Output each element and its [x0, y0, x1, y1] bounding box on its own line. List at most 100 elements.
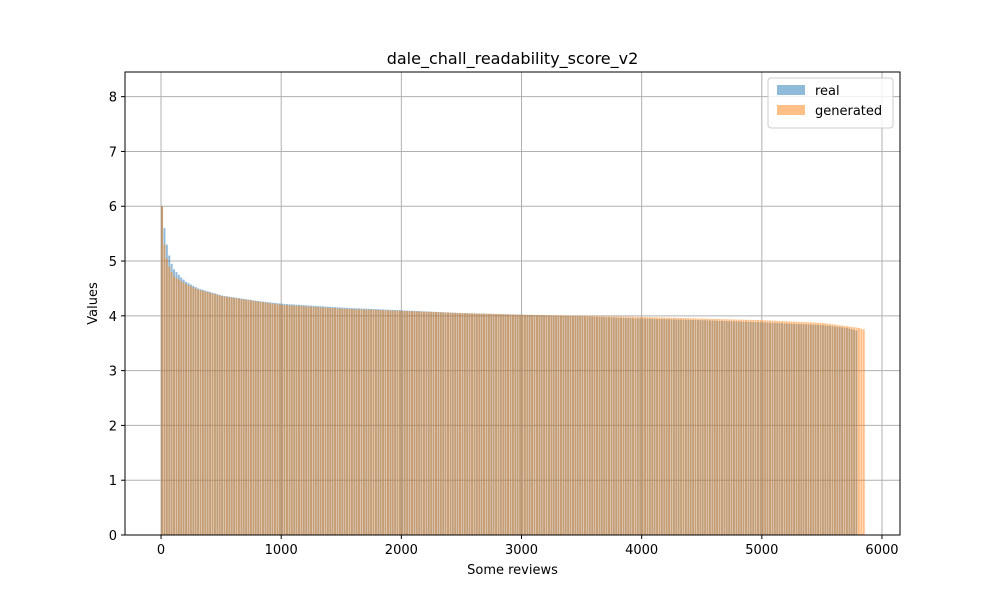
bar-generated	[848, 326, 851, 535]
bar-generated	[456, 312, 459, 535]
bar-generated	[759, 320, 762, 535]
bar-generated	[819, 322, 822, 535]
bar-generated	[569, 315, 572, 535]
bar-generated	[211, 293, 214, 535]
bar-generated	[564, 315, 567, 535]
bar-generated	[684, 318, 687, 535]
bar-generated	[478, 313, 481, 535]
bar-generated	[737, 319, 740, 535]
bar-generated	[487, 313, 490, 535]
bar-generated	[317, 307, 320, 535]
bar-generated	[401, 310, 404, 535]
bar-generated	[845, 326, 848, 535]
x-tick-label: 0	[157, 543, 165, 558]
bar-generated	[793, 321, 796, 535]
bar-generated	[329, 307, 332, 535]
bar-generated	[223, 296, 226, 535]
bar-generated	[612, 316, 615, 535]
bar-generated	[783, 321, 786, 535]
bar-generated	[732, 319, 735, 535]
bar-generated	[396, 310, 399, 535]
y-tick-label: 6	[109, 200, 117, 215]
bar-generated	[235, 298, 238, 535]
bar-generated	[757, 320, 759, 535]
bar-generated	[348, 308, 351, 535]
bar-generated	[761, 320, 764, 535]
bar-generated	[677, 317, 680, 535]
bar-generated	[608, 316, 610, 535]
bar-generated	[310, 306, 313, 535]
bar-generated	[648, 317, 651, 535]
bar-generated	[833, 324, 836, 535]
bar-generated	[639, 316, 642, 535]
bar-generated	[696, 318, 699, 535]
bar-generated	[499, 314, 502, 535]
bar-generated	[689, 318, 692, 535]
bar-generated	[449, 312, 452, 535]
bar-generated	[581, 315, 584, 535]
bar-generated	[319, 307, 322, 535]
bar-generated	[475, 313, 478, 535]
bar-generated	[187, 285, 190, 535]
bar-generated	[747, 319, 750, 535]
bar-generated	[797, 321, 800, 535]
bar-generated	[620, 316, 623, 535]
y-tick-label: 1	[109, 474, 117, 489]
bar-generated	[302, 306, 305, 535]
bar-generated	[425, 311, 428, 535]
bar-generated	[355, 309, 358, 535]
bar-generated	[209, 292, 212, 535]
bar-generated	[629, 316, 632, 535]
bar-generated	[586, 315, 589, 535]
bar-generated	[665, 317, 668, 535]
legend-label-real: real	[815, 84, 840, 99]
bar-generated	[230, 297, 233, 535]
ticks-layer: 0 1000 2000 3000 4000 5000 6000 0 1 2 3 4 5 6 7 8	[109, 91, 899, 558]
y-tick-label: 7	[109, 145, 117, 160]
chart-title: dale_chall_readability_score_v2	[387, 49, 639, 69]
bar-generated	[432, 312, 435, 535]
bar-generated	[853, 327, 856, 535]
x-tick-label: 3000	[505, 543, 538, 558]
bar-generated	[228, 297, 231, 535]
legend-swatch-generated	[777, 105, 805, 115]
bar-generated	[185, 284, 188, 535]
bar-generated	[535, 315, 538, 535]
bar-generated	[773, 320, 776, 535]
bar-generated	[221, 296, 224, 535]
bar-generated	[197, 289, 200, 535]
bars-layer	[161, 206, 865, 536]
bar-generated	[281, 304, 284, 535]
y-tick-label: 5	[109, 255, 117, 270]
bar-generated	[278, 304, 281, 535]
bar-generated	[531, 314, 534, 535]
bar-generated	[644, 316, 647, 535]
y-tick-label: 8	[109, 91, 117, 106]
bar-generated	[437, 312, 440, 535]
bar-generated	[264, 302, 267, 535]
bar-generated	[720, 319, 723, 535]
bar-generated	[636, 316, 639, 535]
bar-generated	[800, 321, 803, 535]
bar-generated	[509, 314, 512, 535]
bar-generated	[245, 299, 248, 535]
bar-generated	[422, 311, 425, 535]
bar-generated	[769, 320, 771, 535]
bar-generated	[634, 316, 637, 535]
bar-generated	[483, 313, 486, 535]
bar-generated	[776, 320, 779, 535]
bar-generated	[502, 314, 505, 535]
bar-generated	[598, 316, 601, 535]
bar-generated	[706, 318, 709, 535]
bar-generated	[600, 316, 603, 535]
bar-generated	[463, 313, 466, 535]
bar-generated	[552, 315, 555, 535]
bar-generated	[672, 317, 675, 535]
bar-generated	[408, 311, 411, 535]
bar-generated	[290, 305, 293, 535]
bar-generated	[495, 314, 498, 535]
bar-generated	[314, 307, 317, 535]
bar-generated	[305, 306, 308, 535]
bar-generated	[788, 321, 791, 535]
y-tick-label: 0	[109, 529, 117, 544]
